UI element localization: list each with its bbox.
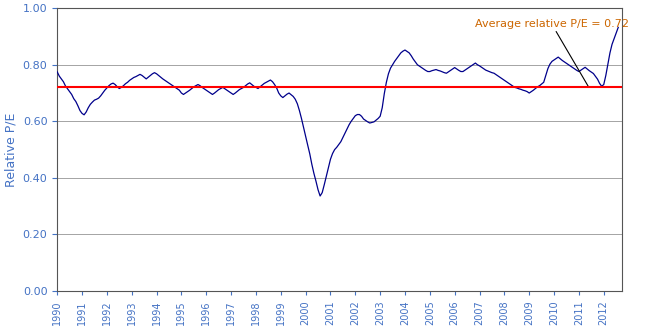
Y-axis label: Relative P/E: Relative P/E <box>4 113 17 187</box>
Text: Average relative P/E = 0.72: Average relative P/E = 0.72 <box>474 19 629 88</box>
